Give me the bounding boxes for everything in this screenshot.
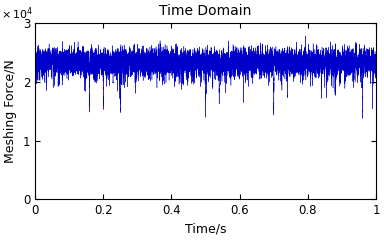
Title: Time Domain: Time Domain xyxy=(159,4,252,18)
Y-axis label: Meshing Force/N: Meshing Force/N xyxy=(4,60,17,163)
Text: $\times\,10^4$: $\times\,10^4$ xyxy=(1,5,33,22)
X-axis label: Time/s: Time/s xyxy=(185,223,226,236)
